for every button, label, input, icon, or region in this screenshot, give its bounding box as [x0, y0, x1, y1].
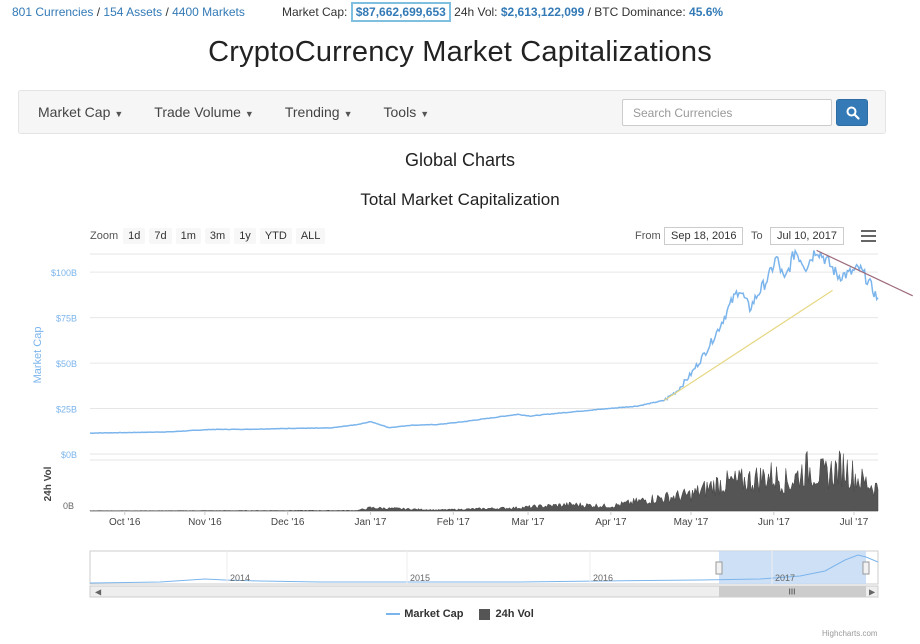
navigator-selection[interactable] — [719, 551, 866, 584]
vol-label: 24h Vol: — [454, 5, 498, 19]
navigator-tick-label: 2014 — [230, 573, 250, 583]
nav-item-label: Trending — [284, 104, 340, 120]
navigator-tick-label: 2017 — [775, 573, 795, 583]
dominance-value: 45.6% — [689, 5, 724, 19]
caret-down-icon: ▼ — [343, 109, 353, 119]
caret-down-icon: ▼ — [114, 109, 124, 119]
site-title: CryptoCurrency Market Capitalizations — [208, 36, 712, 68]
zoom-3m-button[interactable]: 3m — [204, 228, 231, 244]
volume-area — [89, 450, 879, 512]
x-tick-label: May '17 — [674, 517, 709, 528]
x-tick-label: Oct '16 — [109, 517, 141, 528]
market-cap-value[interactable]: $87,662,699,653 — [350, 2, 451, 22]
box-legend-icon — [479, 608, 491, 620]
legend-label: 24h Vol — [495, 608, 534, 620]
x-tick-label: Jan '17 — [355, 517, 387, 528]
separator: / — [165, 5, 173, 19]
x-tick-label: Feb '17 — [437, 517, 470, 528]
x-axis-labels: Oct '16 Nov '16 Dec '16 Jan '17 Feb '17 Mar '… — [109, 511, 869, 528]
navigator-labels: 2014 2015 2016 2017 — [226, 551, 795, 584]
nav-item-label: Market Cap — [38, 104, 111, 120]
vol-axis-title: 24h Vol — [43, 466, 54, 501]
x-tick-label: Jun '17 — [758, 517, 790, 528]
navigator-left-handle[interactable] — [715, 561, 723, 575]
navigator-right-handle[interactable] — [862, 561, 870, 575]
x-tick-label: Nov '16 — [188, 517, 222, 528]
y-tick-label: $0B — [61, 450, 77, 460]
search-button[interactable] — [836, 99, 868, 126]
x-tick-label: Mar '17 — [512, 517, 545, 528]
legend-label: Market Cap — [404, 608, 464, 620]
search-input[interactable] — [622, 99, 832, 126]
y-axis-title: Market Cap — [32, 327, 44, 384]
y-tick-label: $100B — [51, 268, 77, 278]
search-icon — [846, 106, 860, 120]
to-date-input[interactable]: Jul 10, 2017 — [770, 227, 844, 245]
zoom-selector: Zoom 1d 7d 1m 3m 1y YTD ALL — [90, 228, 329, 244]
market-cap-label: Market Cap: — [282, 5, 348, 19]
vol-axis-tick-label: 0B — [63, 501, 74, 511]
y-tick-label: $25B — [56, 405, 77, 415]
y-axis-labels: $0B $25B $50B $75B $100B — [51, 268, 77, 460]
nav-market-cap-dropdown[interactable]: Market Cap ▼ — [19, 91, 135, 133]
separator: / — [587, 5, 595, 19]
markets-link[interactable]: 4400 Markets — [172, 5, 245, 19]
x-tick-label: Dec '16 — [271, 517, 305, 528]
navigator-tick-label: 2015 — [410, 573, 430, 583]
chart-context-menu-icon[interactable] — [861, 230, 876, 242]
zoom-7d-button[interactable]: 7d — [149, 228, 172, 244]
navigator-series-line — [89, 554, 879, 584]
legend-item-market-cap[interactable]: Market Cap — [386, 608, 463, 620]
navigator-scrollbar-track[interactable] — [89, 585, 879, 598]
zoom-1m-button[interactable]: 1m — [175, 228, 201, 244]
line-legend-icon — [386, 613, 401, 615]
nav-tools-dropdown[interactable]: Tools ▼ — [365, 91, 442, 133]
nav-trade-volume-dropdown[interactable]: Trade Volume ▼ — [135, 91, 266, 133]
vol-value: $2,613,122,099 — [500, 5, 585, 19]
navigator-tick-label: 2016 — [593, 573, 613, 583]
trend-line — [663, 289, 833, 401]
trend-line — [816, 249, 913, 297]
from-date-input[interactable]: Sep 18, 2016 — [664, 227, 744, 245]
section-title: Global Charts — [404, 150, 516, 170]
dominance-label: BTC Dominance: — [594, 5, 686, 19]
main-navbar: Market Cap ▼ Trade Volume ▼ Trending ▼ Tool… — [18, 90, 886, 134]
global-stats-bar: 801 Currencies / 154 Assets / 4400 Marke… — [0, 0, 920, 24]
caret-down-icon: ▼ — [244, 109, 254, 119]
zoom-1d-button[interactable]: 1d — [123, 228, 146, 244]
zoom-label: Zoom — [90, 230, 119, 242]
global-counts: 801 Currencies / 154 Assets / 4400 Marke… — [12, 5, 245, 19]
caret-down-icon: ▼ — [420, 109, 430, 119]
assets-link[interactable]: 154 Assets — [103, 5, 163, 19]
legend-item-24h-vol[interactable]: 24h Vol — [479, 608, 534, 620]
chart-credits[interactable]: Highcharts.com — [822, 629, 878, 638]
scroll-right-arrow-icon[interactable]: ▶ — [869, 588, 876, 597]
nav-menu: Market Cap ▼ Trade Volume ▼ Trending ▼ Tool… — [19, 91, 441, 133]
volume-series — [89, 450, 879, 512]
global-market-stats: Market Cap: $87,662,699,653 24h Vol: $2,… — [282, 2, 724, 22]
nav-trending-dropdown[interactable]: Trending ▼ — [266, 91, 365, 133]
zoom-all-button[interactable]: ALL — [295, 228, 326, 244]
currencies-link[interactable]: 801 Currencies — [12, 5, 94, 19]
navigator[interactable]: 2014 2015 2016 2017 III ◀ ▶ — [89, 550, 879, 598]
chart-legend: Market Cap 24h Vol — [0, 608, 920, 620]
separator: / — [96, 5, 104, 19]
scrollbar-grip-icon: III — [789, 588, 796, 597]
chart-title: Total Market Capitalization — [360, 190, 560, 209]
scroll-left-arrow-icon[interactable]: ◀ — [95, 588, 102, 597]
from-label: From — [635, 230, 661, 242]
zoom-ytd-button[interactable]: YTD — [259, 228, 292, 244]
trend-lines — [663, 249, 913, 401]
to-label: To — [751, 230, 763, 242]
x-tick-label: Jul '17 — [840, 517, 869, 528]
navigator-scrollbar-thumb[interactable] — [719, 586, 866, 597]
nav-item-label: Tools — [383, 104, 417, 120]
y-tick-label: $75B — [56, 314, 77, 324]
market-cap-series-line — [90, 248, 879, 434]
y-tick-label: $50B — [56, 359, 77, 369]
nav-item-label: Trade Volume — [154, 104, 241, 120]
x-tick-label: Apr '17 — [595, 517, 627, 528]
zoom-1y-button[interactable]: 1y — [234, 228, 256, 244]
